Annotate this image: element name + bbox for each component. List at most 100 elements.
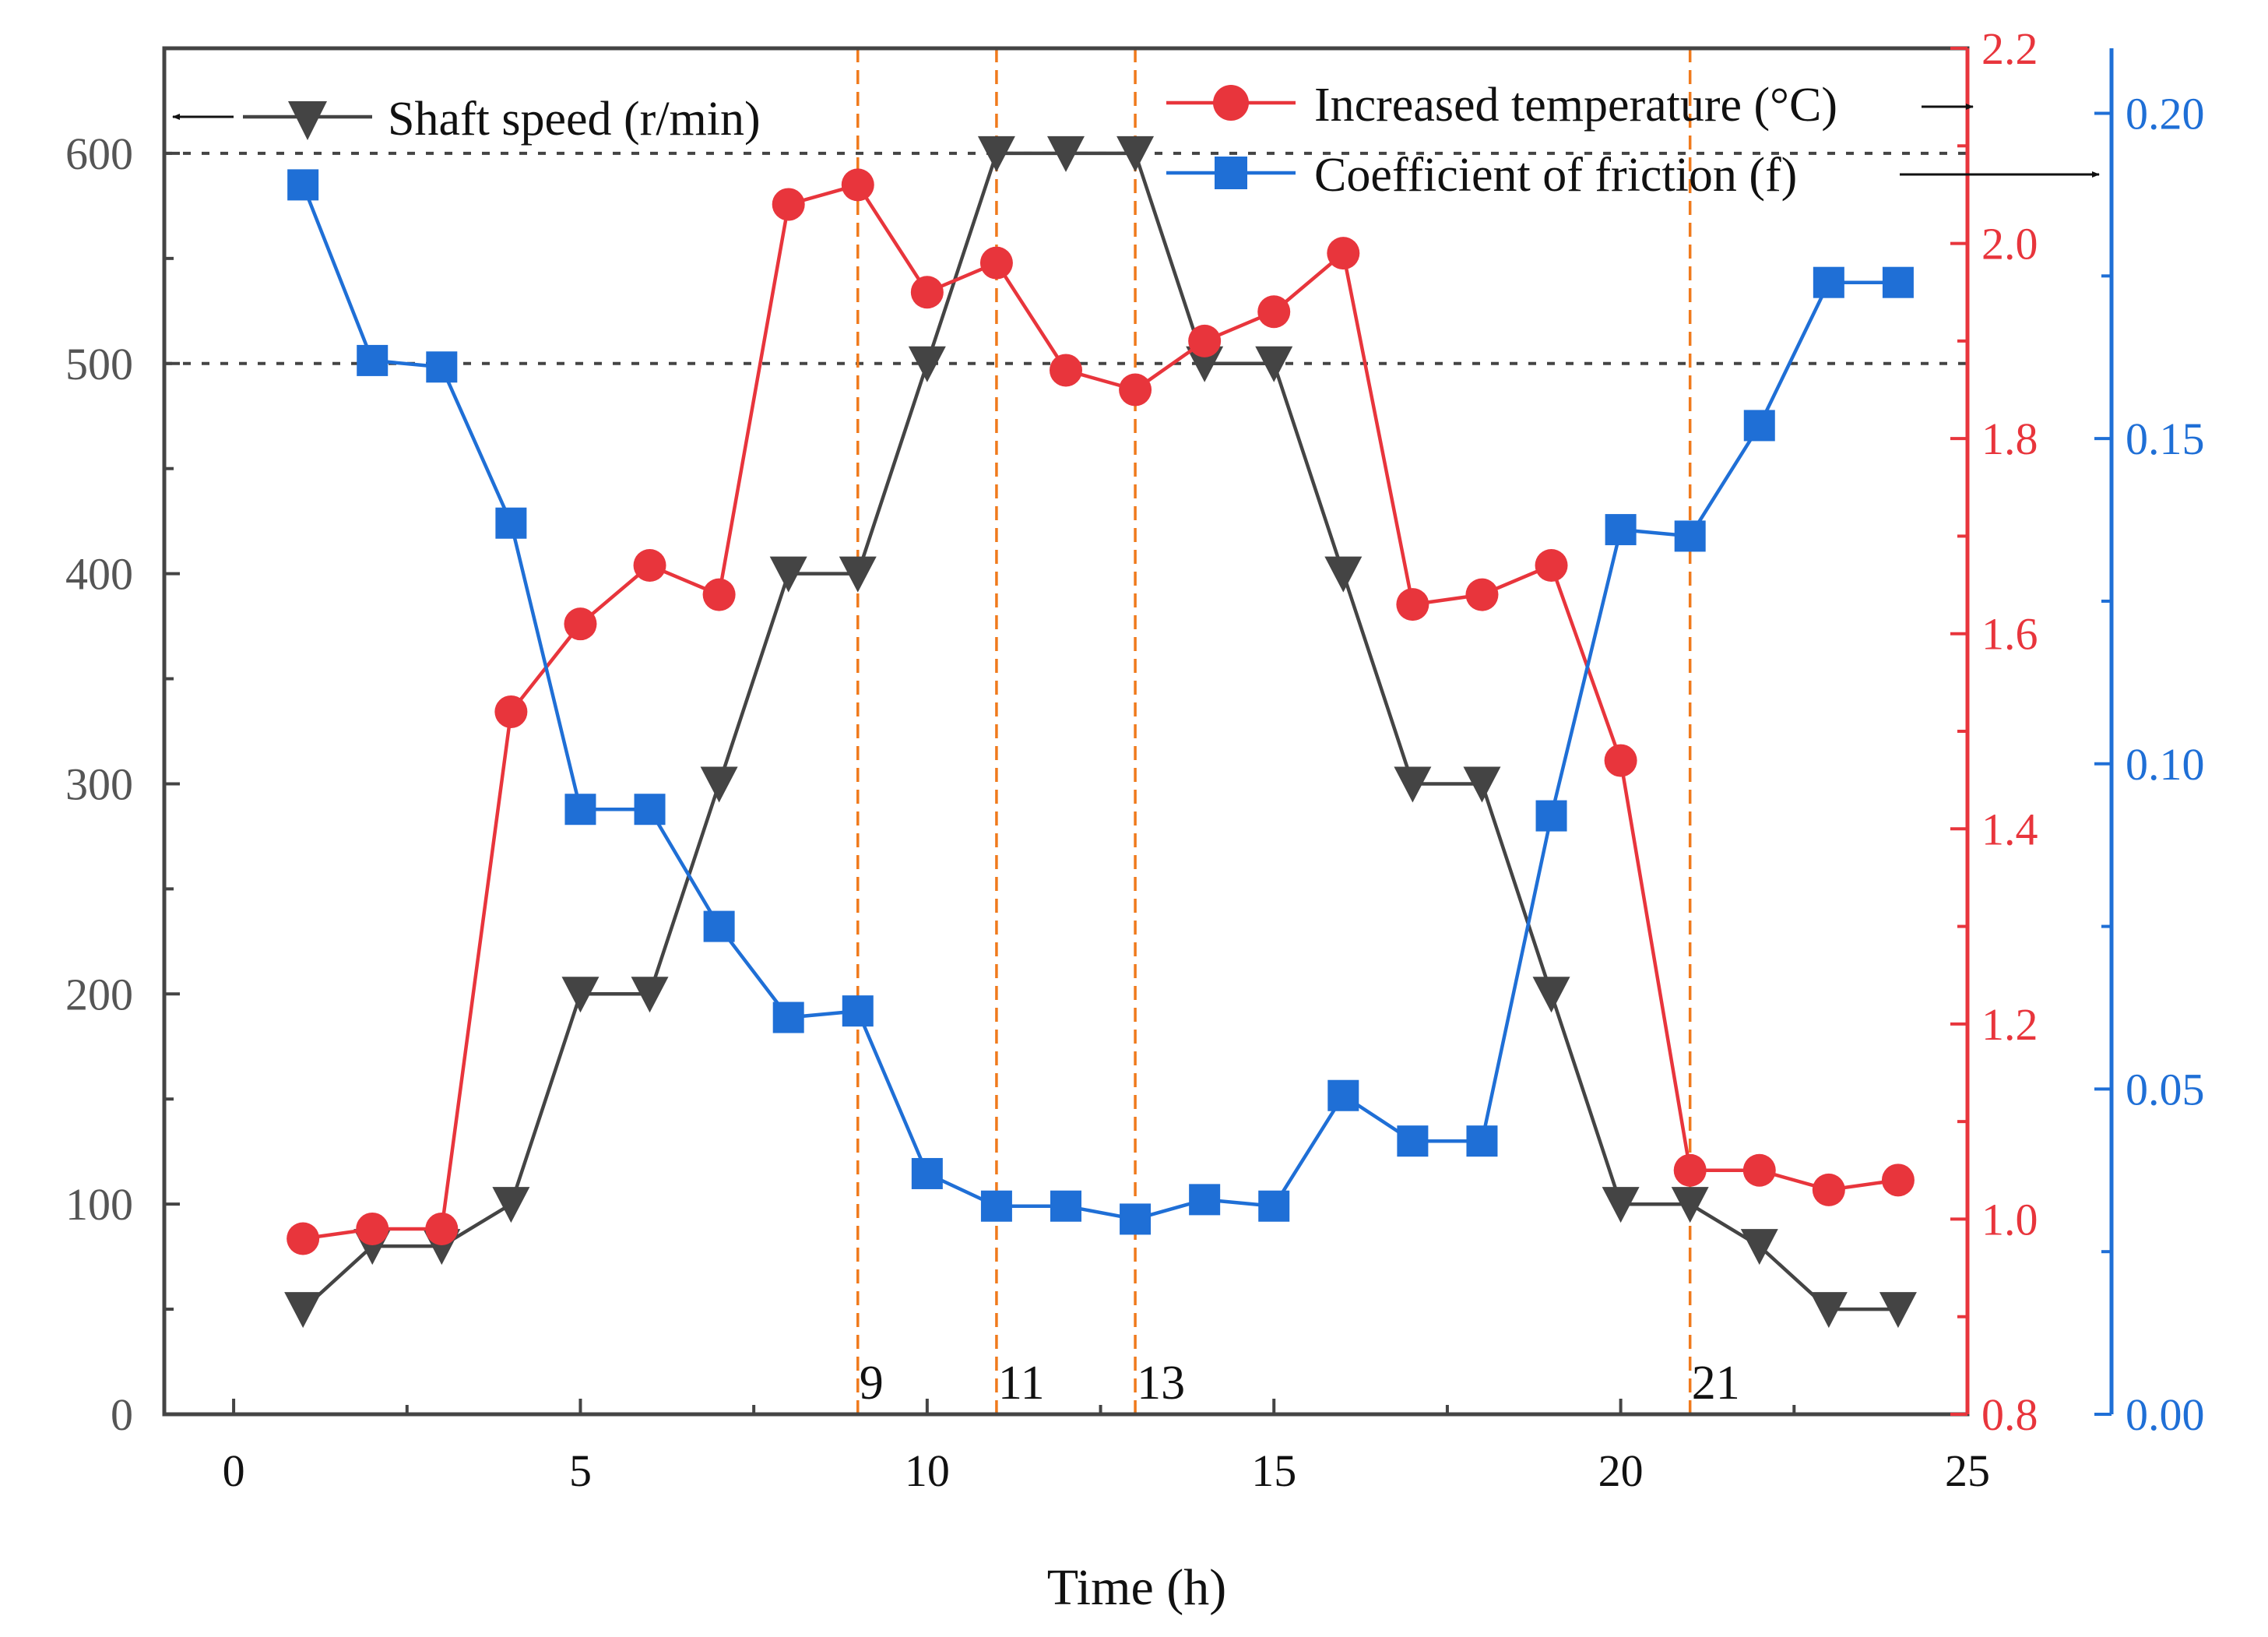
friction-point (495, 507, 527, 539)
friction-series (287, 169, 1914, 1235)
friction-point (911, 1157, 943, 1189)
friction-line (301, 184, 1898, 1221)
temperature-point (772, 188, 805, 221)
legend: Shaft speed (r/min) Increased temperatur… (172, 79, 2100, 202)
shaft-speed-point (977, 136, 1015, 172)
temperature-line (302, 183, 1899, 1241)
temperature-point (1673, 1153, 1707, 1187)
x-tick-label: 5 (569, 1445, 592, 1496)
friction-point (1466, 1125, 1498, 1157)
legend-friction: Coefficient of friction (f) (1166, 149, 2100, 202)
shaft-speed-series (284, 136, 1917, 1329)
friction-point (634, 794, 666, 826)
temperature-series (287, 168, 1915, 1255)
shaft-speed-point (839, 556, 877, 593)
temperature-axis: 0.8 1.0 1.2 1.4 1.6 1.8 2.0 2.2 (1950, 23, 2038, 1440)
shaft-speed-point (1463, 766, 1501, 803)
shaft-speed-point (908, 346, 946, 382)
friction-point (1882, 266, 1914, 298)
friction-point (1605, 514, 1637, 546)
temperature-point (1396, 588, 1429, 621)
left-tick-label: 500 (65, 339, 133, 389)
friction-point (357, 344, 389, 376)
friction-point (564, 794, 596, 826)
vline-label-9: 9 (860, 1357, 884, 1410)
x-tick-label: 10 (905, 1445, 950, 1496)
legend-shaft-speed: Shaft speed (r/min) (172, 93, 761, 146)
left-tick-label: 600 (65, 128, 133, 179)
friction-point (1743, 410, 1775, 442)
shaft-speed-point (1394, 766, 1432, 803)
shaft-speed-line (301, 151, 1898, 1311)
legend-temperature-marker (1213, 85, 1249, 121)
temperature-point (1881, 1164, 1915, 1197)
temperature-point (979, 246, 1013, 280)
shaft-speed-point (1879, 1292, 1917, 1329)
shaft-speed-point (1671, 1187, 1709, 1223)
shaft-speed-point (492, 1187, 530, 1223)
temperature-tick-label: 1.4 (1981, 804, 2038, 854)
temperature-tick-label: 1.0 (1981, 1194, 2038, 1244)
legend-shaft-speed-label: Shaft speed (r/min) (388, 93, 761, 146)
temperature-point (1604, 744, 1637, 777)
temperature-tick-label: 1.2 (1981, 999, 2038, 1050)
vline-label-21: 21 (1692, 1357, 1740, 1410)
temperature-point (1742, 1153, 1776, 1187)
temperature-tick-label: 1.6 (1981, 609, 2038, 660)
left-tick-label: 0 (111, 1389, 133, 1440)
vline-label-13: 13 (1137, 1357, 1185, 1410)
temperature-point (494, 695, 528, 728)
temperature-point (1050, 354, 1082, 387)
shaft-speed-point (1116, 136, 1155, 172)
friction-point (426, 351, 458, 383)
shaft-speed-point (1186, 346, 1224, 382)
friction-point (1813, 266, 1844, 298)
friction-point (287, 169, 319, 201)
friction-point (1189, 1184, 1221, 1216)
shaft-speed-point (1255, 346, 1293, 382)
friction-point (703, 910, 735, 942)
shaft-speed-point (284, 1292, 322, 1329)
shaft-speed-point (561, 977, 600, 1013)
left-tick-label: 200 (65, 969, 133, 1019)
temperature-point (1119, 373, 1152, 407)
temperature-point (564, 607, 597, 641)
x-tick-label: 0 (223, 1445, 245, 1496)
temperature-point (356, 1212, 389, 1245)
x-axis-title: Time (h) (1047, 1559, 1226, 1616)
shaft-speed-point (631, 977, 669, 1013)
friction-tick-label: 0.05 (2126, 1064, 2205, 1114)
shaft-speed-point (700, 766, 738, 803)
friction-tick-label: 0.00 (2126, 1389, 2205, 1440)
friction-point (1674, 520, 1706, 552)
friction-point (772, 1002, 804, 1033)
shaft-speed-point (1809, 1292, 1848, 1329)
friction-tick-label: 0.15 (2126, 414, 2205, 464)
friction-point (842, 995, 874, 1027)
temperature-point (1812, 1173, 1845, 1206)
left-tick-label: 100 (65, 1179, 133, 1230)
left-tick-label: 300 (65, 759, 133, 809)
temperature-point (1327, 237, 1360, 270)
temperature-tick-label: 1.8 (1981, 414, 2038, 464)
shaft-speed-point (1532, 977, 1570, 1013)
series-layer (284, 136, 1917, 1329)
friction-axis: 0.00 0.05 0.10 0.15 0.20 (2094, 48, 2205, 1440)
friction-point (1120, 1203, 1152, 1235)
friction-point (1535, 800, 1567, 832)
bottom-axis: 0 5 10 15 20 25 (223, 1399, 1990, 1496)
shaft-speed-point (1740, 1229, 1778, 1266)
x-tick-label: 15 (1251, 1445, 1296, 1496)
shaft-speed-point (1047, 136, 1085, 172)
friction-tick-label: 0.10 (2126, 739, 2205, 790)
x-tick-label: 20 (1598, 1445, 1644, 1496)
shaft-speed-point (769, 556, 807, 593)
temperature-point (1535, 549, 1568, 583)
temperature-point (1188, 324, 1222, 357)
shaft-speed-point (1602, 1187, 1640, 1223)
temperature-point (910, 276, 944, 309)
temperature-tick-label: 2.0 (1981, 219, 2038, 269)
shaft-speed-point (1324, 556, 1363, 593)
temperature-point (1257, 295, 1291, 329)
